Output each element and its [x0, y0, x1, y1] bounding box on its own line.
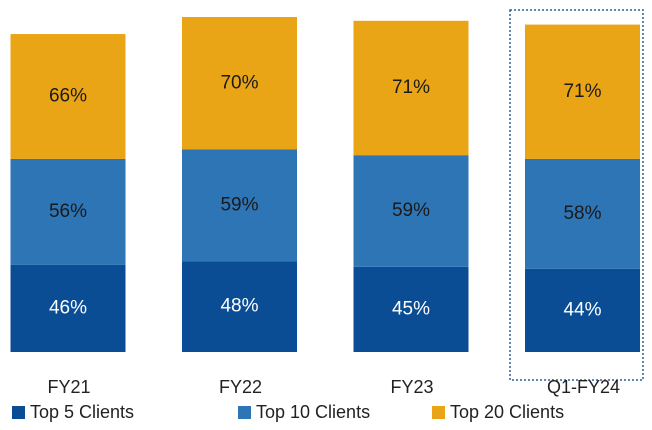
bar-segment: [182, 17, 297, 150]
legend-label: Top 10 Clients: [256, 402, 370, 422]
bar-segment: [182, 149, 297, 262]
highlight-box: [509, 9, 644, 381]
bar-segment: [182, 261, 297, 352]
bar-segment: [353, 155, 469, 267]
data-label: 59%: [392, 200, 430, 221]
data-label: 71%: [563, 81, 601, 102]
data-label: 56%: [49, 201, 87, 222]
legend-label: Top 20 Clients: [450, 402, 564, 422]
bar-segment: [10, 158, 126, 265]
bar-segment: [525, 24, 640, 159]
data-label: 48%: [220, 296, 258, 317]
bar-segment: [353, 20, 469, 156]
data-label: 66%: [49, 86, 87, 107]
data-label: 45%: [392, 298, 430, 319]
data-label: 71%: [392, 77, 430, 98]
legend-swatch: [12, 406, 25, 419]
x-tick-label: Q1-FY24: [547, 377, 620, 397]
data-label: 46%: [49, 297, 87, 318]
bar-segment: [10, 264, 126, 352]
bar-segment: [353, 266, 469, 352]
bar-segment: [10, 34, 126, 159]
data-label: 59%: [220, 194, 258, 215]
data-label: 70%: [220, 72, 258, 93]
x-tick-label: FY23: [390, 377, 433, 397]
legend-swatch: [432, 406, 445, 419]
bar-segment: [525, 268, 640, 352]
legend-label: Top 5 Clients: [30, 402, 134, 422]
x-tick-label: FY21: [47, 377, 90, 397]
x-tick-label: FY22: [219, 377, 262, 397]
data-label: 58%: [563, 203, 601, 224]
data-label: 44%: [563, 299, 601, 320]
legend-swatch: [238, 406, 251, 419]
bar-segment: [525, 158, 640, 269]
